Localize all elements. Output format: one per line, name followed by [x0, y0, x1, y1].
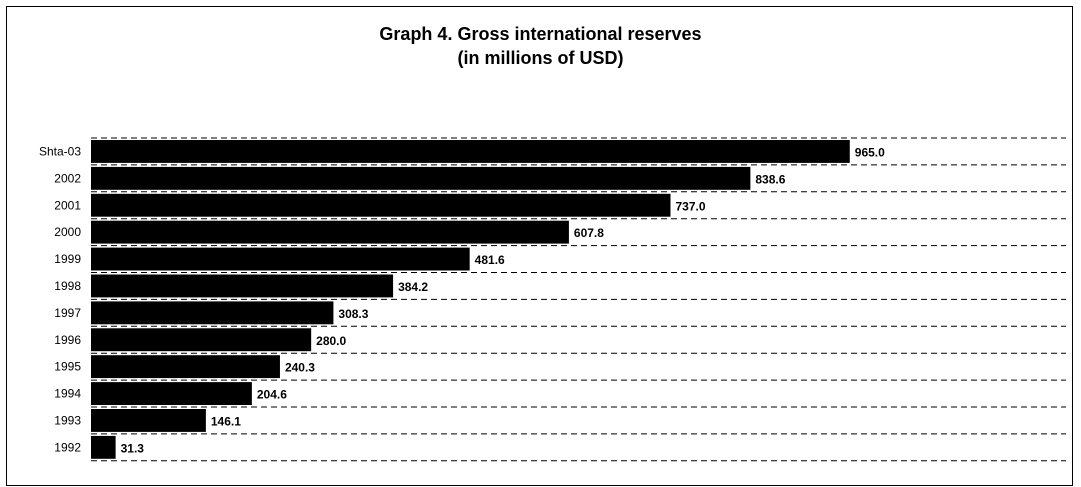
bar — [91, 355, 280, 379]
category-label: 1995 — [54, 360, 81, 374]
data-label: 481.6 — [475, 253, 505, 267]
value-labels: 965.0 838.6 737.0 607.8 481.6 384.2 308.3 280.0… — [121, 145, 886, 455]
bar — [91, 220, 569, 244]
category-label: 1998 — [54, 279, 81, 293]
gridlines — [91, 137, 1066, 462]
bar — [91, 301, 334, 325]
bar — [91, 140, 850, 163]
bar — [91, 193, 671, 217]
chart-title: Graph 4. Gross international reserves — [379, 24, 702, 44]
data-label: 240.3 — [285, 361, 315, 375]
category-label: 1993 — [54, 413, 81, 427]
data-label: 965.0 — [855, 145, 885, 159]
data-label: 280.0 — [316, 334, 346, 348]
category-label: 2000 — [54, 225, 81, 239]
category-label: 1994 — [54, 387, 81, 401]
data-label: 607.8 — [574, 226, 604, 240]
bar — [91, 247, 470, 271]
bar — [91, 328, 312, 352]
chart-subtitle: (in millions of USD) — [457, 48, 624, 68]
bar — [91, 166, 751, 190]
category-label: 2001 — [54, 198, 81, 212]
bar — [91, 435, 116, 459]
data-label: 838.6 — [755, 172, 785, 186]
category-label: 1997 — [54, 306, 81, 320]
category-label: Shta-03 — [39, 144, 81, 158]
data-label: 737.0 — [675, 199, 705, 213]
data-label: 384.2 — [398, 280, 428, 294]
bar — [91, 274, 394, 298]
bar — [91, 409, 206, 432]
data-label: 146.1 — [211, 414, 241, 428]
bars — [91, 140, 850, 459]
category-label: 2002 — [54, 171, 81, 185]
category-labels: Shta-03 2002 2001 2000 1999 1998 1997 1996 1995 1… — [39, 144, 81, 454]
data-label: 31.3 — [121, 441, 145, 455]
bar — [91, 382, 252, 405]
category-label: 1992 — [54, 440, 81, 454]
category-label: 1999 — [54, 252, 81, 266]
category-label: 1996 — [54, 333, 81, 347]
data-label: 308.3 — [338, 307, 368, 321]
data-label: 204.6 — [257, 388, 287, 402]
